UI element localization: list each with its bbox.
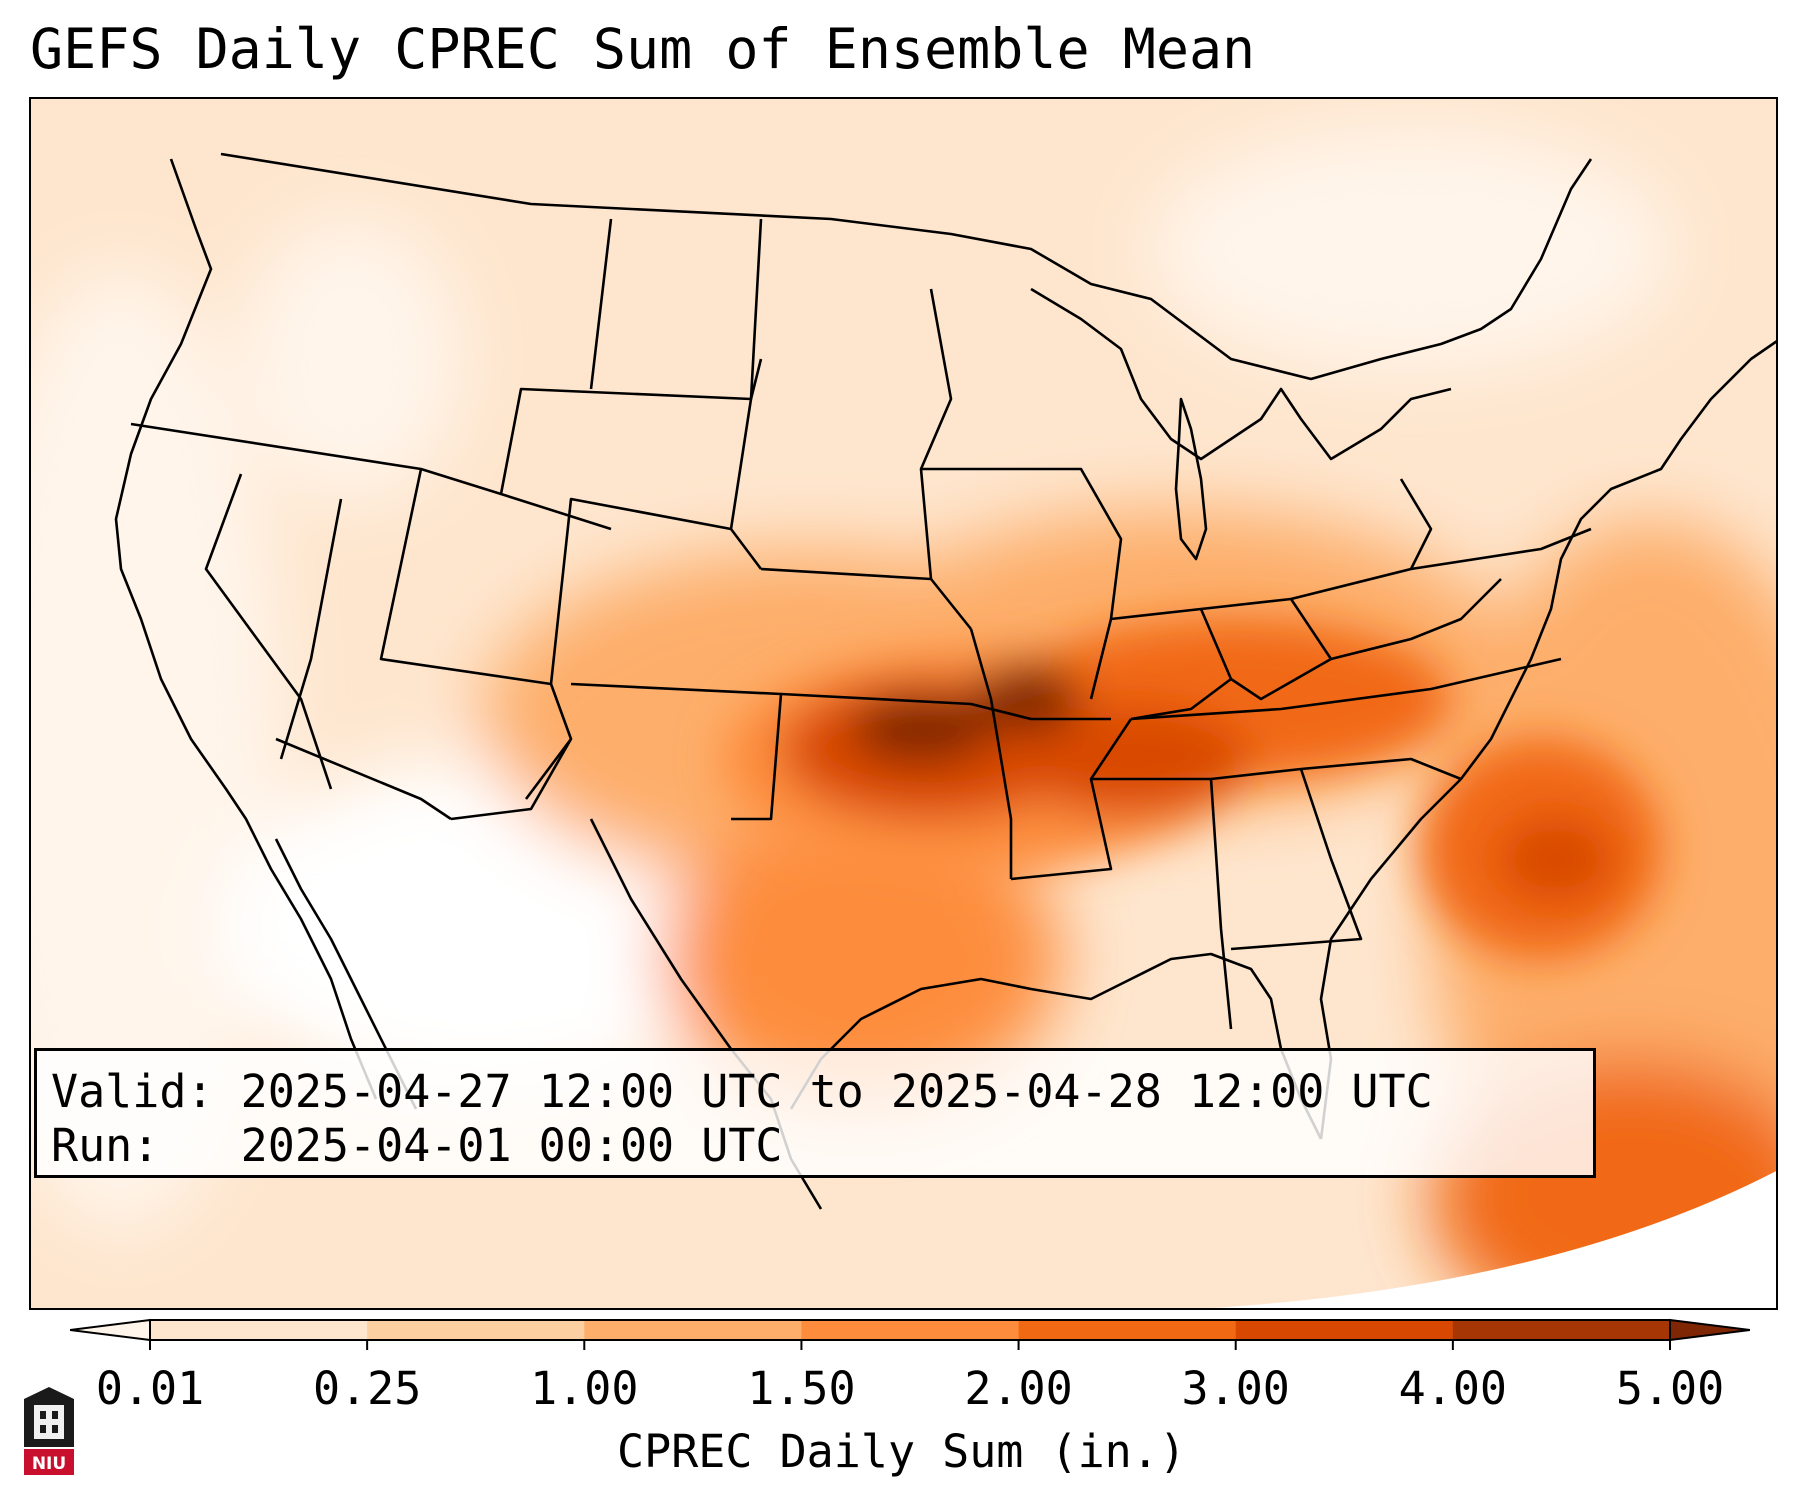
valid-run-info-box: Valid: 2025-04-27 12:00 UTC to 2025-04-2…	[34, 1048, 1596, 1178]
colorbar-segment	[1452, 1320, 1671, 1340]
colorbar-segment	[584, 1320, 802, 1340]
lake-michigan-line	[1174, 397, 1208, 561]
colorbar-tick-label: 5.00	[1615, 1362, 1725, 1415]
pacific-light	[31, 269, 281, 1229]
colorbar-segment	[150, 1320, 368, 1340]
oklahoma-core	[851, 694, 991, 764]
state-line-25	[1330, 578, 1502, 661]
state-line-8	[499, 358, 763, 495]
state-line-20	[1130, 657, 1562, 721]
pnw-light	[241, 219, 461, 499]
valid-time-text: Valid: 2025-04-27 12:00 UTC to 2025-04-2…	[51, 1065, 1433, 1118]
colorbar-segment	[1018, 1320, 1237, 1340]
state-line-17	[1010, 718, 1133, 881]
colorbar-tick-label: 1.50	[747, 1362, 856, 1415]
state-line-23	[1230, 768, 1363, 951]
logo-tower	[34, 1405, 64, 1439]
state-line-24	[1290, 478, 1433, 601]
colorbar-tick-label: 3.00	[1181, 1362, 1290, 1415]
colorbar-tick-label: 0.01	[95, 1362, 205, 1415]
east-coast-line	[1319, 340, 1776, 1140]
state-line-12	[780, 692, 1111, 721]
great-lakes-line	[1030, 287, 1452, 461]
state-line-11	[570, 682, 783, 821]
logo-window	[40, 1411, 46, 1419]
texas-heavy	[661, 809, 1061, 1109]
state-line-3	[279, 498, 343, 760]
chart-title: GEFS Daily CPREC Sum of Ensemble Mean	[30, 17, 1256, 81]
colorbar-segments	[150, 1320, 1671, 1340]
colorbar-low-extend	[70, 1318, 151, 1342]
colorbar	[70, 1318, 1750, 1350]
logo-window	[52, 1411, 58, 1419]
missouri-core	[971, 664, 1081, 734]
state-line-4	[275, 737, 452, 821]
west-coast-line	[114, 158, 378, 1100]
logo-text: NIU	[32, 1454, 66, 1474]
logo-window	[40, 1425, 46, 1433]
state-line-1	[130, 422, 612, 531]
state-line-7	[549, 497, 763, 685]
state-line-2	[204, 473, 333, 790]
state-line-22	[1209, 778, 1233, 1030]
colorbar-tick-label: 2.00	[964, 1362, 1073, 1415]
colorbar-tick-label: 4.00	[1398, 1362, 1508, 1415]
colorbar-label: CPREC Daily Sum (in.)	[617, 1425, 1186, 1478]
boundaries	[114, 152, 1776, 1210]
canada-border-line	[220, 152, 1593, 381]
colorbar-segment	[1235, 1320, 1454, 1340]
colorbar-outline	[149, 1319, 1671, 1341]
state-line-10	[729, 218, 763, 530]
colorbar-tick-label: 1.00	[530, 1362, 639, 1415]
colorbar-high-extend	[1669, 1318, 1750, 1342]
state-line-26	[1410, 527, 1592, 571]
canada-east-light	[1151, 129, 1671, 369]
niu-logo-icon: NIU	[24, 1387, 74, 1475]
state-line-14	[919, 288, 953, 580]
state-line-6	[450, 738, 573, 821]
gulf-coast-line	[789, 952, 1323, 1140]
state-line-16	[921, 467, 1123, 700]
logo-window	[52, 1425, 58, 1433]
colorbar-segment	[801, 1320, 1020, 1340]
logo-banner	[24, 1449, 74, 1475]
tennessee-max	[1011, 704, 1251, 814]
colorbar-ticks	[149, 1340, 1671, 1350]
colorbar-tick-label: 0.25	[312, 1362, 422, 1415]
nc-max	[1496, 814, 1616, 904]
colorbar-segment	[367, 1320, 585, 1340]
state-line-9	[589, 218, 613, 390]
state-line-15	[969, 628, 1013, 879]
run-time-text: Run: 2025-04-01 00:00 UTC	[51, 1119, 783, 1172]
